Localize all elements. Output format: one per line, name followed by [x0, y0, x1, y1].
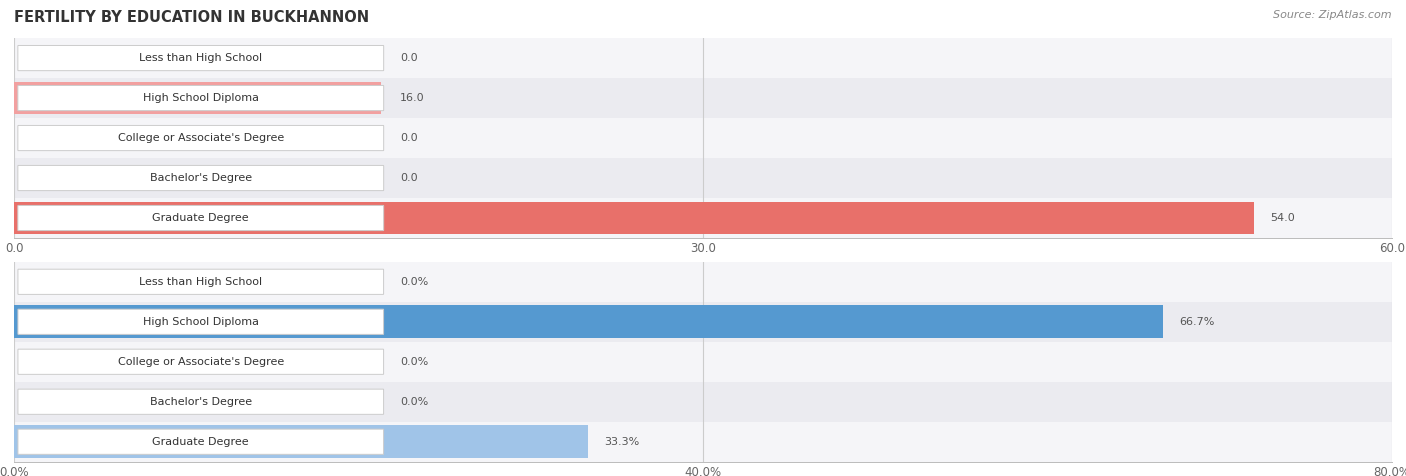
FancyBboxPatch shape: [18, 86, 384, 110]
Text: High School Diploma: High School Diploma: [143, 317, 259, 327]
Text: 0.0: 0.0: [399, 133, 418, 143]
Bar: [14, 82, 381, 114]
Bar: [14, 342, 1392, 382]
Text: Graduate Degree: Graduate Degree: [152, 213, 249, 223]
Text: High School Diploma: High School Diploma: [143, 93, 259, 103]
Text: 0.0%: 0.0%: [399, 277, 427, 287]
Bar: [14, 118, 1392, 158]
Text: 0.0: 0.0: [399, 173, 418, 183]
Text: Bachelor's Degree: Bachelor's Degree: [149, 173, 252, 183]
Text: Less than High School: Less than High School: [139, 53, 263, 63]
Bar: [14, 422, 1392, 462]
Text: 0.0%: 0.0%: [399, 397, 427, 407]
Text: College or Associate's Degree: College or Associate's Degree: [118, 357, 284, 367]
FancyBboxPatch shape: [18, 269, 384, 294]
FancyBboxPatch shape: [18, 126, 384, 150]
Text: FERTILITY BY EDUCATION IN BUCKHANNON: FERTILITY BY EDUCATION IN BUCKHANNON: [14, 10, 370, 25]
Text: Bachelor's Degree: Bachelor's Degree: [149, 397, 252, 407]
Text: 54.0: 54.0: [1271, 213, 1295, 223]
Text: 33.3%: 33.3%: [605, 436, 640, 447]
Text: 66.7%: 66.7%: [1180, 317, 1215, 327]
Bar: [14, 78, 1392, 118]
Text: 0.0%: 0.0%: [399, 357, 427, 367]
Bar: [14, 38, 1392, 78]
Text: 0.0: 0.0: [399, 53, 418, 63]
FancyBboxPatch shape: [18, 389, 384, 414]
Bar: [14, 158, 1392, 198]
FancyBboxPatch shape: [18, 309, 384, 334]
Text: College or Associate's Degree: College or Associate's Degree: [118, 133, 284, 143]
FancyBboxPatch shape: [18, 349, 384, 374]
FancyBboxPatch shape: [18, 429, 384, 454]
Text: Source: ZipAtlas.com: Source: ZipAtlas.com: [1274, 10, 1392, 20]
Text: Less than High School: Less than High School: [139, 277, 263, 287]
Text: 16.0: 16.0: [399, 93, 425, 103]
Bar: [14, 382, 1392, 422]
Bar: [14, 262, 1392, 302]
FancyBboxPatch shape: [18, 166, 384, 190]
FancyBboxPatch shape: [18, 206, 384, 230]
Bar: [14, 202, 1254, 234]
Bar: [14, 302, 1392, 342]
Bar: [14, 306, 1163, 338]
Bar: [14, 198, 1392, 238]
Text: Graduate Degree: Graduate Degree: [152, 436, 249, 447]
Bar: [14, 426, 588, 458]
FancyBboxPatch shape: [18, 46, 384, 70]
